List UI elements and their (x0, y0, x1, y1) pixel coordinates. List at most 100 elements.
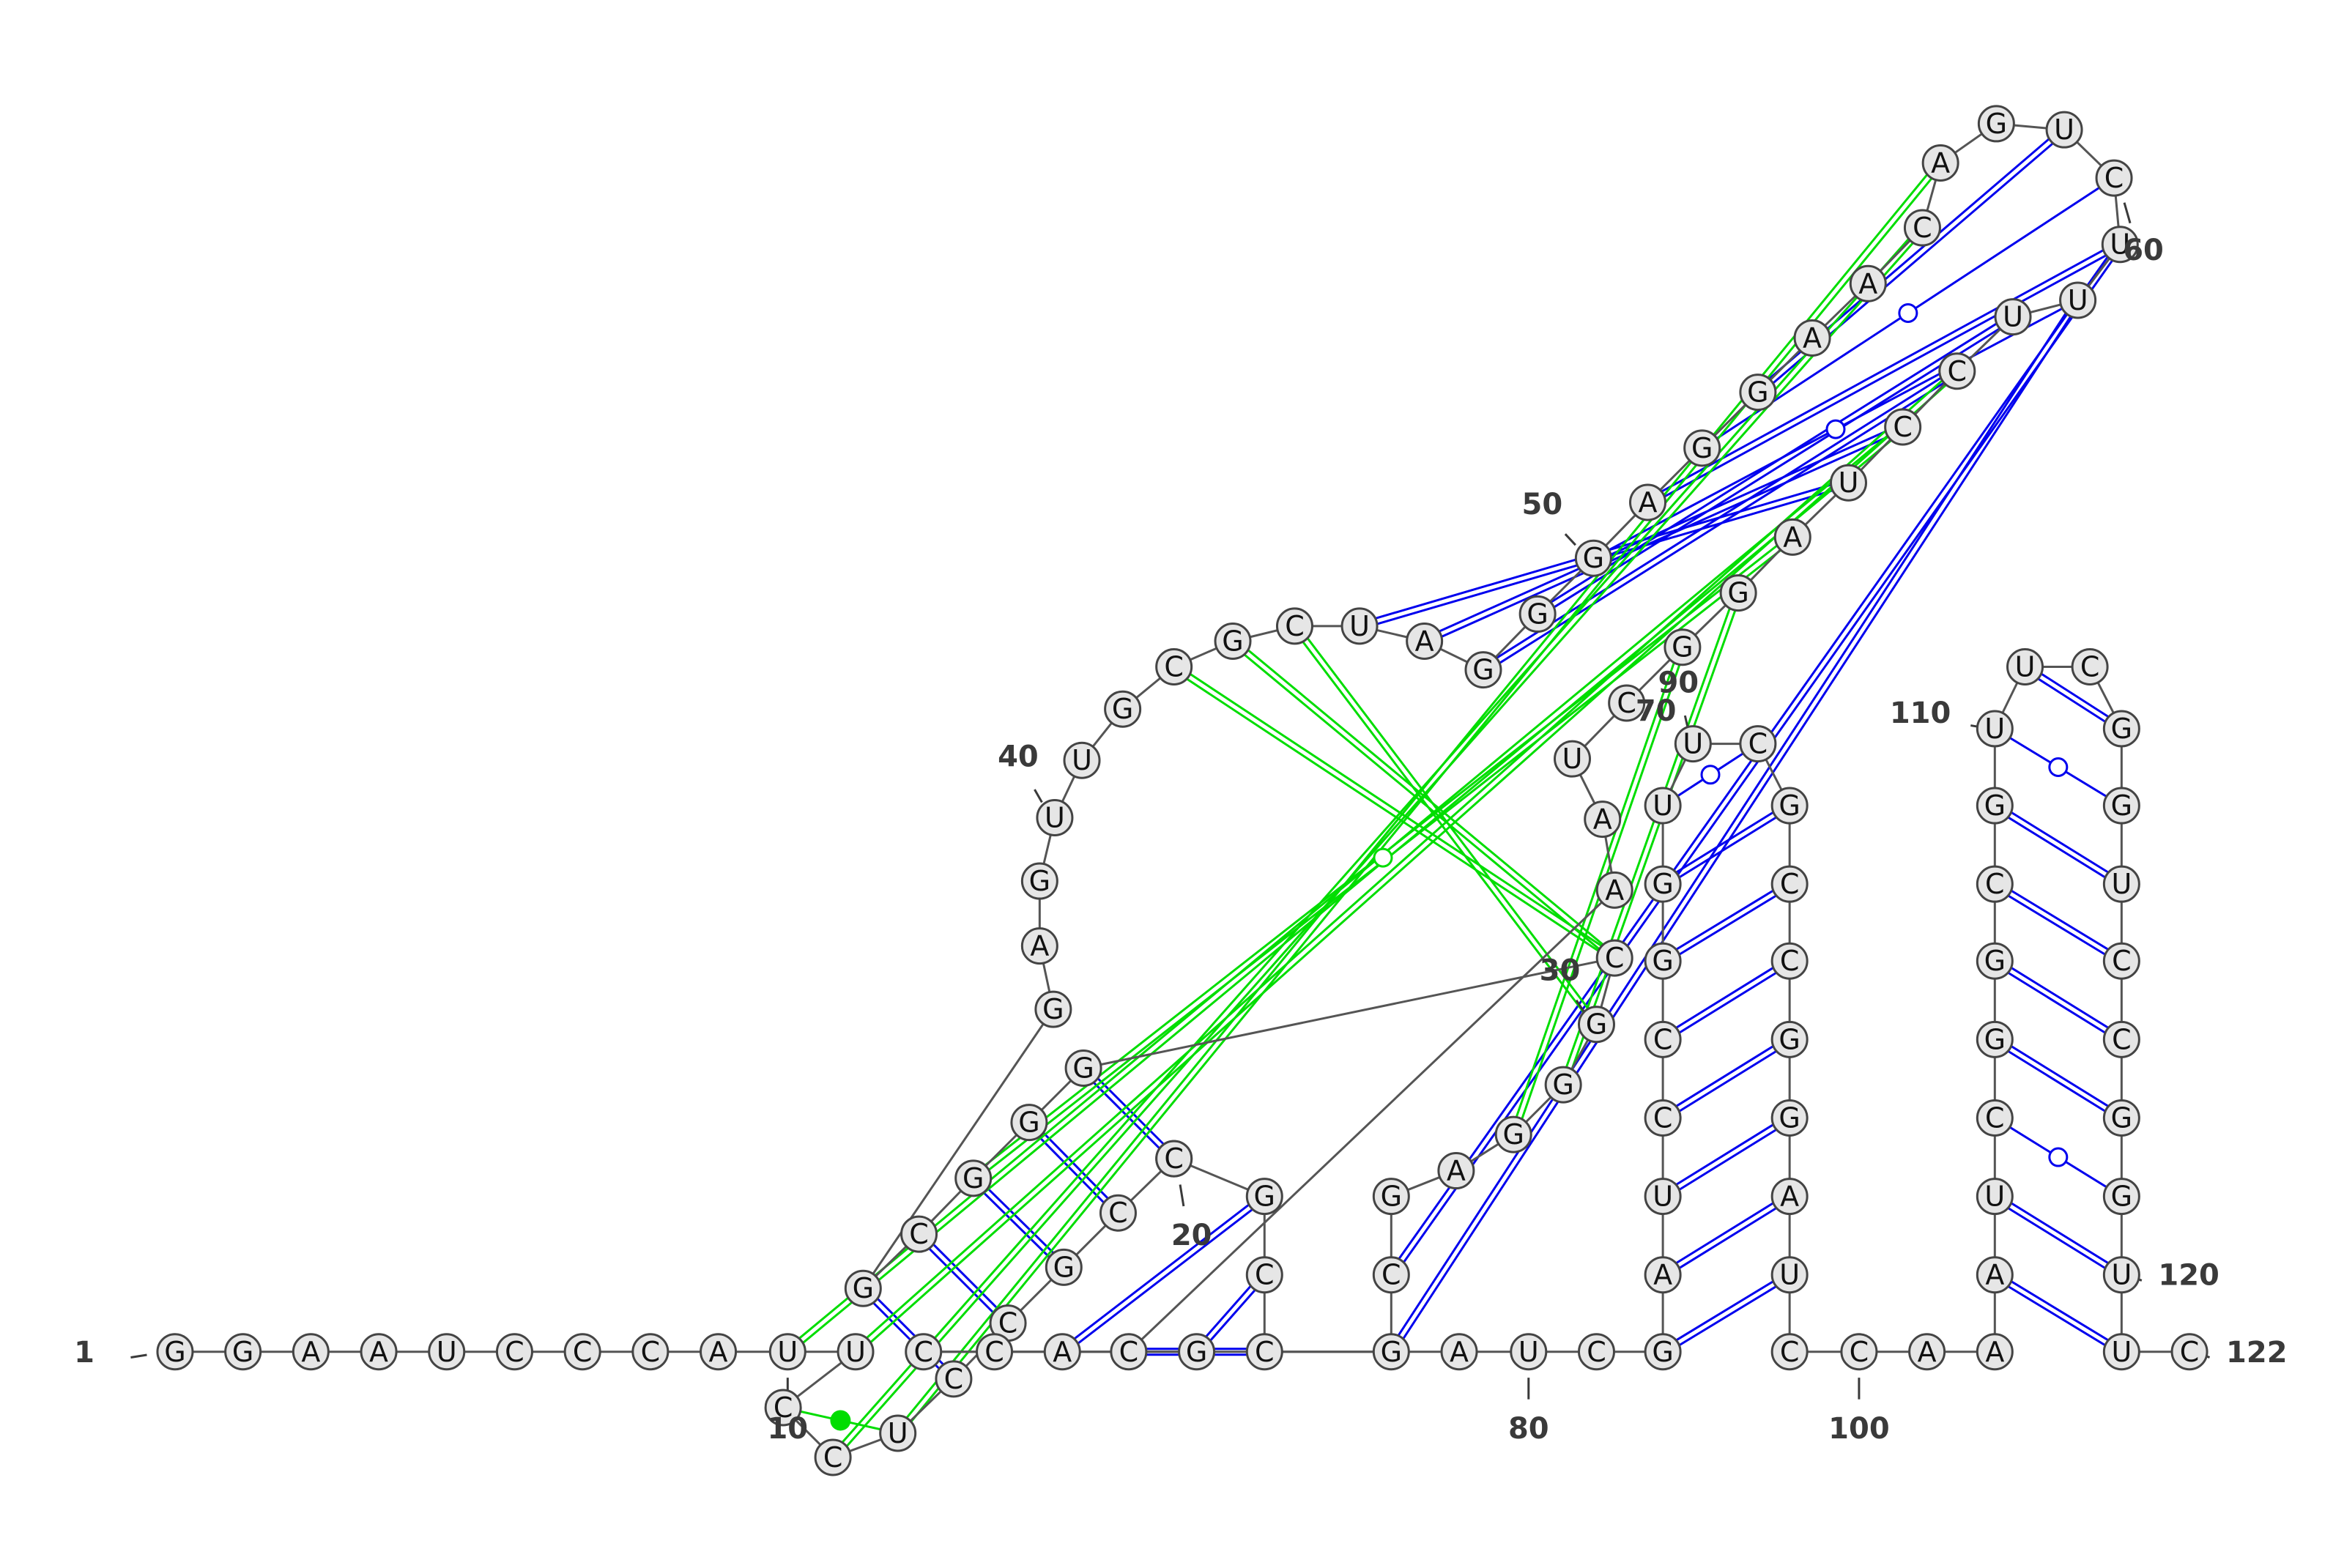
nucleotide-letter: A (301, 1336, 320, 1368)
nucleotide-letter: G (1254, 1181, 1275, 1213)
nucleotide-98: U (1770, 1256, 1809, 1294)
backbone-layer (174, 122, 2190, 1459)
nucleotide-85: C (1644, 1099, 1682, 1137)
nucleotide-letter: C (2180, 1336, 2200, 1368)
nucleotide-letter: C (774, 1391, 793, 1424)
nucleotide-59: U (2045, 111, 2083, 149)
nucleotide-letter: G (1984, 1023, 2006, 1055)
backbone-segment (1127, 889, 1616, 1353)
nucleotide-117: C (2102, 1020, 2140, 1058)
base-pair-83-97 (1661, 1192, 1792, 1279)
nucleotide-18: C (1099, 1194, 1137, 1232)
nucleotide-letter: G (164, 1336, 185, 1368)
nucleotide-53: G (1739, 374, 1777, 412)
base-pair-48-64 (1481, 368, 1959, 674)
nucleotide-letter: A (369, 1336, 388, 1368)
base-pair-34-67 (971, 534, 1795, 1182)
base-pair-103-121 (1992, 1271, 2124, 1356)
nucleotide-letter: U (2110, 228, 2130, 261)
nucleotide-47: A (1406, 623, 1444, 660)
nucleotide-letter: G (963, 1162, 984, 1194)
nucleotide-46: U (1340, 607, 1379, 645)
position-label-120: 120 (2158, 1259, 2219, 1293)
nucleotide-30: G (1577, 1006, 1615, 1044)
nucleotide-letter: C (1108, 1197, 1128, 1229)
base-pair-107-117 (1992, 957, 2124, 1044)
nucleotide-87: G (1644, 942, 1682, 980)
nucleotide-letter: U (2111, 1336, 2132, 1368)
nucleotide-66: U (1830, 464, 1867, 502)
position-label-60: 60 (2123, 234, 2164, 267)
base-pair-106-118 (1992, 1036, 2124, 1122)
nucleotide-letter: C (1164, 1142, 1184, 1175)
nucleotide-79: A (1440, 1333, 1478, 1371)
nucleotide-61: U (2101, 226, 2139, 264)
nucleotide-letter: C (913, 1336, 933, 1368)
position-label-50: 50 (1522, 488, 1563, 521)
nucleotide-letter: U (1839, 467, 1859, 499)
nucleotide-letter: U (1653, 1181, 1673, 1213)
nucleotide-26: G (1372, 1178, 1410, 1216)
nucleotide-letter: G (1779, 1101, 1800, 1134)
nucleotide-letter: C (1119, 1336, 1139, 1368)
nucleotide-letter: A (1415, 625, 1434, 658)
nucleotide-letter: C (1381, 1259, 1401, 1291)
base-pair-108-116 (1992, 880, 2124, 965)
nucleotide-letter: G (1727, 577, 1748, 609)
nucleotide-120: U (2102, 1256, 2140, 1294)
nucleotide-letter: G (1652, 1336, 1673, 1368)
nucleotide-103: A (1976, 1256, 2014, 1294)
nucleotide-letter: U (2068, 284, 2088, 316)
nucleotide-letter: C (1780, 945, 1800, 977)
nucleotide-114: G (2102, 787, 2140, 825)
nucleotide-letter: A (1450, 1336, 1469, 1368)
nucleotide-letter: C (909, 1218, 929, 1250)
nucleotide-letter: C (1948, 355, 1967, 387)
nucleotide-letter: G (1672, 631, 1693, 664)
nucleotide-25: C (1372, 1256, 1410, 1294)
nucleotide-letter: C (1653, 1023, 1673, 1055)
base-pair-89-91 (1662, 743, 1759, 807)
nucleotide-letter: C (1255, 1336, 1275, 1368)
position-tick (130, 1353, 147, 1359)
nucleotide-letter: G (2111, 1101, 2132, 1134)
nucleotide-letter: C (641, 1336, 661, 1368)
nucleotide-letter: C (1850, 1336, 1869, 1368)
nucleotide-letter: C (1255, 1259, 1275, 1291)
position-label-1: 1 (74, 1336, 94, 1370)
nucleotide-51: A (1629, 483, 1667, 521)
nucleotide-letter: A (1803, 322, 1822, 354)
nucleotide-letter: U (1683, 728, 1703, 760)
nucleotide-50: G (1574, 539, 1612, 577)
nucleotide-9: A (700, 1333, 738, 1371)
nucleotide-96: G (1770, 1099, 1809, 1137)
nucleotide-65: C (1884, 408, 1922, 446)
nucleotide-78: C (905, 1333, 943, 1371)
nucleotide-11: U (837, 1333, 875, 1371)
nucleotide-letter: G (2111, 713, 2132, 745)
nucleotide-82: G (1644, 1333, 1682, 1371)
nucleotide-55: A (1849, 264, 1887, 302)
nucleotide-62: U (2059, 281, 2097, 319)
nucleotide-43: C (1155, 648, 1193, 686)
nucleotide-83: A (1644, 1256, 1682, 1294)
position-tick (2123, 202, 2132, 224)
nucleotide-35: C (900, 1215, 938, 1253)
position-label-40: 40 (998, 740, 1039, 774)
nucleotide-letter: A (1447, 1155, 1466, 1187)
nucleotide-72: A (1584, 800, 1622, 839)
base-pair-29-68 (1559, 591, 1743, 1086)
nucleotide-letter: C (1587, 1336, 1606, 1368)
nucleotide-20: C (1155, 1140, 1193, 1178)
nucleotide-56: C (1903, 209, 1941, 247)
nucleotide-letter: U (1072, 744, 1092, 776)
base-pair-84-96 (1661, 1114, 1792, 1200)
base-pair-14-57 (894, 160, 1944, 1436)
nucleotide-95: G (1770, 1020, 1809, 1058)
nucleotide-letter: G (1747, 376, 1768, 409)
base-pair-layer (782, 126, 2124, 1460)
backbone-segment (862, 1008, 1055, 1290)
nucleotide-81: C (1577, 1333, 1615, 1371)
nucleotide-letter: G (2111, 1181, 2132, 1213)
